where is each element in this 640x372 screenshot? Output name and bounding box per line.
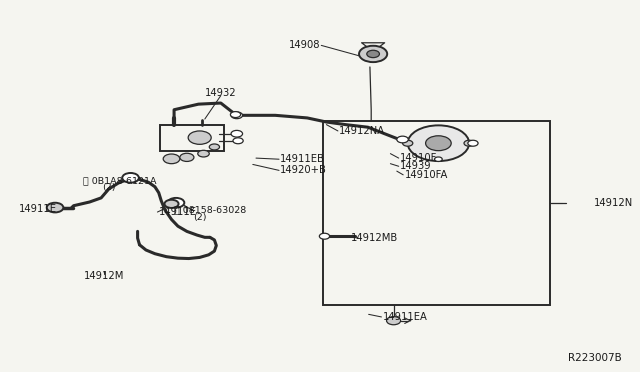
Circle shape [397, 136, 408, 143]
Text: 14911EA: 14911EA [383, 312, 428, 322]
Circle shape [231, 131, 243, 137]
Text: 14912N: 14912N [595, 198, 634, 208]
Circle shape [435, 157, 442, 161]
Text: 14911E: 14911E [19, 204, 57, 214]
Text: 14910FA: 14910FA [404, 170, 448, 180]
Circle shape [231, 112, 243, 119]
Text: 14908: 14908 [289, 41, 320, 50]
Text: R223007B: R223007B [568, 353, 622, 363]
Circle shape [468, 140, 478, 146]
Circle shape [403, 140, 413, 146]
Text: 14911E: 14911E [159, 207, 196, 217]
Text: 14939: 14939 [400, 161, 431, 171]
Text: Ⓑ 08158-63028: Ⓑ 08158-63028 [174, 206, 246, 215]
Circle shape [163, 154, 180, 164]
Circle shape [319, 233, 330, 239]
Circle shape [180, 153, 194, 161]
Circle shape [359, 46, 387, 62]
Text: 14910F: 14910F [400, 153, 437, 163]
Circle shape [408, 125, 469, 161]
Text: 14912NA: 14912NA [339, 126, 385, 136]
Circle shape [464, 140, 474, 146]
Circle shape [230, 112, 241, 118]
Circle shape [164, 200, 179, 208]
Circle shape [122, 173, 139, 183]
Text: 14920+B: 14920+B [280, 166, 327, 175]
Circle shape [209, 144, 220, 150]
Bar [160, 125, 224, 151]
Text: Ⓑ 0B1A8-6121A: Ⓑ 0B1A8-6121A [83, 176, 157, 185]
Text: (2): (2) [102, 183, 116, 192]
Circle shape [387, 317, 401, 325]
Bar [323, 121, 550, 305]
Circle shape [233, 138, 243, 144]
Text: 14912MB: 14912MB [351, 233, 398, 243]
Text: 14911EB: 14911EB [280, 154, 325, 164]
Circle shape [426, 136, 451, 151]
Circle shape [168, 198, 184, 208]
Text: (2): (2) [193, 213, 207, 222]
Text: 14932: 14932 [205, 88, 237, 98]
Circle shape [47, 203, 63, 212]
Circle shape [198, 150, 209, 157]
Text: 14912M: 14912M [83, 271, 124, 281]
Circle shape [188, 131, 211, 144]
Circle shape [367, 50, 380, 58]
